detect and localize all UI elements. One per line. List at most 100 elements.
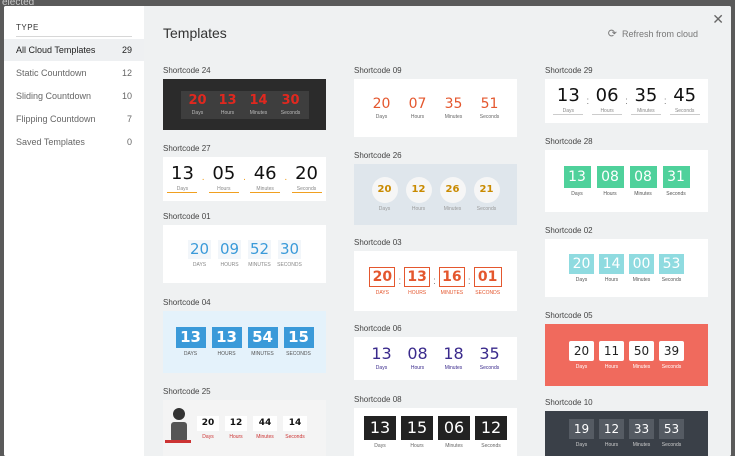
countdown-unit: Seconds: [661, 442, 682, 448]
countdown-value: 20: [187, 240, 212, 259]
countdown-value: 13: [364, 415, 396, 440]
countdown-value: 45: [673, 85, 697, 106]
countdown-unit: Hours: [410, 442, 424, 449]
countdown-unit: Hours: [603, 190, 617, 197]
countdown-value: 16: [438, 266, 465, 287]
countdown-value: 33: [629, 419, 654, 439]
countdown-unit: DAYS: [375, 289, 389, 296]
countdown-unit: Seconds: [674, 108, 695, 114]
countdown-unit: Seconds: [479, 365, 500, 371]
countdown-unit: Days: [374, 442, 386, 449]
template-preview: 13 Days · 05 Hours · 46 Minutes · 20 Seconds: [163, 157, 326, 201]
sidebar-item-saved-templates[interactable]: Saved Templates 0: [4, 131, 144, 153]
template-preview: 13 Days 08 Hours 18 Minutes 35 Seconds: [354, 337, 517, 380]
template-preview: 20 DAYS 09 HOURS 52 MINUTES 30 SECONDS: [163, 225, 326, 283]
template-preview: 13 DAYS 13 HOURS 54 MINUTES 15 SECONDS: [163, 311, 326, 373]
template-label: Shortcode 06: [354, 324, 402, 333]
countdown-value: 13: [218, 92, 237, 108]
countdown-unit: Hours: [229, 434, 243, 440]
countdown-value: 20: [188, 92, 207, 108]
sidebar-item-flipping-countdown[interactable]: Flipping Countdown 7: [4, 108, 144, 130]
countdown-value: 12: [599, 419, 624, 439]
refresh-from-cloud-button[interactable]: ⟳ Refresh from cloud: [608, 27, 698, 40]
countdown-unit: Minutes: [444, 113, 463, 120]
countdown-value: 35: [444, 95, 463, 112]
countdown-value: 12: [405, 177, 432, 203]
countdown-value: 00: [629, 253, 654, 274]
countdown-unit: DAYS: [183, 351, 198, 357]
sidebar-item-count: 10: [121, 91, 132, 101]
countdown-unit: Minutes: [445, 442, 463, 449]
separator-colon: :: [467, 275, 471, 287]
countdown-unit: HOURS: [217, 351, 236, 357]
sidebar-item-sliding-countdown[interactable]: Sliding Countdown 10: [4, 85, 144, 107]
page-title: Templates: [163, 25, 227, 41]
countdown-value: 53: [659, 253, 684, 274]
countdown-unit: Seconds: [280, 109, 301, 116]
template-label: Shortcode 05: [545, 311, 593, 320]
countdown-value: 06: [438, 415, 470, 440]
template-preview: 13 Days 08 Hours 08 Minutes 31 Seconds: [545, 150, 708, 212]
countdown-unit: MINUTES: [251, 351, 274, 357]
countdown-value: 14: [283, 416, 307, 431]
sidebar-item-count: 12: [121, 68, 132, 78]
countdown-value: 08: [596, 165, 624, 188]
countdown-unit: Hours: [411, 206, 426, 212]
sidebar-item-label: Saved Templates: [16, 137, 85, 147]
countdown-unit: Hours: [410, 113, 425, 120]
countdown-unit: Minutes: [444, 365, 463, 371]
template-preview: 20 Days 14 Hours 00 Minutes 53 Seconds: [545, 239, 708, 297]
countdown-unit: Minutes: [249, 109, 268, 116]
separator-dot: ·: [284, 173, 288, 185]
countdown-value: 15: [283, 327, 314, 348]
countdown-value: 09: [217, 240, 242, 259]
countdown-value: 39: [659, 340, 684, 361]
countdown-value: 31: [662, 165, 690, 188]
countdown-unit: Days: [575, 276, 588, 283]
countdown-unit: Days: [575, 363, 588, 370]
countdown-unit: Days: [562, 108, 575, 114]
template-label: Shortcode 29: [545, 66, 593, 75]
separator-colon: :: [398, 275, 402, 287]
template-label: Shortcode 09: [354, 66, 402, 75]
sidebar-item-label: Sliding Countdown: [16, 91, 92, 101]
countdown-value: 13: [211, 327, 242, 348]
countdown-value: 05: [212, 163, 236, 184]
countdown-unit: Minutes: [632, 276, 651, 283]
close-icon[interactable]: ✕: [712, 11, 724, 27]
countdown-value: 20: [197, 416, 219, 431]
countdown-value: 35: [634, 85, 658, 106]
countdown-unit: Seconds: [661, 363, 682, 370]
countdown-value: 46: [253, 163, 277, 184]
countdown-unit: Seconds: [296, 186, 317, 192]
sidebar-item-label: Static Countdown: [16, 68, 87, 78]
sidebar-divider: [16, 36, 132, 37]
template-label: Shortcode 02: [545, 226, 593, 235]
countdown-unit: HOURS: [220, 262, 239, 268]
countdown-unit: Hours: [604, 363, 619, 370]
countdown-unit: Days: [575, 442, 588, 448]
template-preview: 13 Days 15 Hours 06 Minutes 12 Seconds: [354, 408, 517, 456]
countdown-value: 26: [439, 177, 466, 203]
sidebar-item-all-cloud-templates[interactable]: All Cloud Templates 29: [4, 39, 144, 61]
countdown-value: 07: [408, 95, 427, 112]
countdown-value: 18: [443, 344, 464, 363]
sidebar-item-count: 7: [126, 114, 132, 124]
template-label: Shortcode 08: [354, 395, 402, 404]
countdown-unit: DAYS: [192, 262, 207, 268]
template-label: Shortcode 03: [354, 238, 402, 247]
countdown-unit: Minutes: [443, 206, 462, 212]
countdown-unit: Minutes: [632, 442, 651, 448]
countdown-unit: Hours: [604, 276, 619, 283]
countdown-unit: Seconds: [476, 206, 497, 212]
countdown-unit: Hours: [600, 108, 614, 114]
separator-colon: :: [625, 95, 628, 107]
sidebar-item-static-countdown[interactable]: Static Countdown 12: [4, 62, 144, 84]
countdown-unit: Days: [571, 190, 583, 197]
template-preview: 20 Days 13 Hours 14 Minutes 30 Seconds: [163, 79, 326, 130]
refresh-icon: ⟳: [607, 28, 617, 40]
countdown-unit: MINUTES: [248, 262, 271, 268]
backdrop-label: elected: [2, 0, 35, 8]
countdown-unit: Days: [202, 434, 214, 440]
countdown-value: 20: [569, 340, 594, 361]
